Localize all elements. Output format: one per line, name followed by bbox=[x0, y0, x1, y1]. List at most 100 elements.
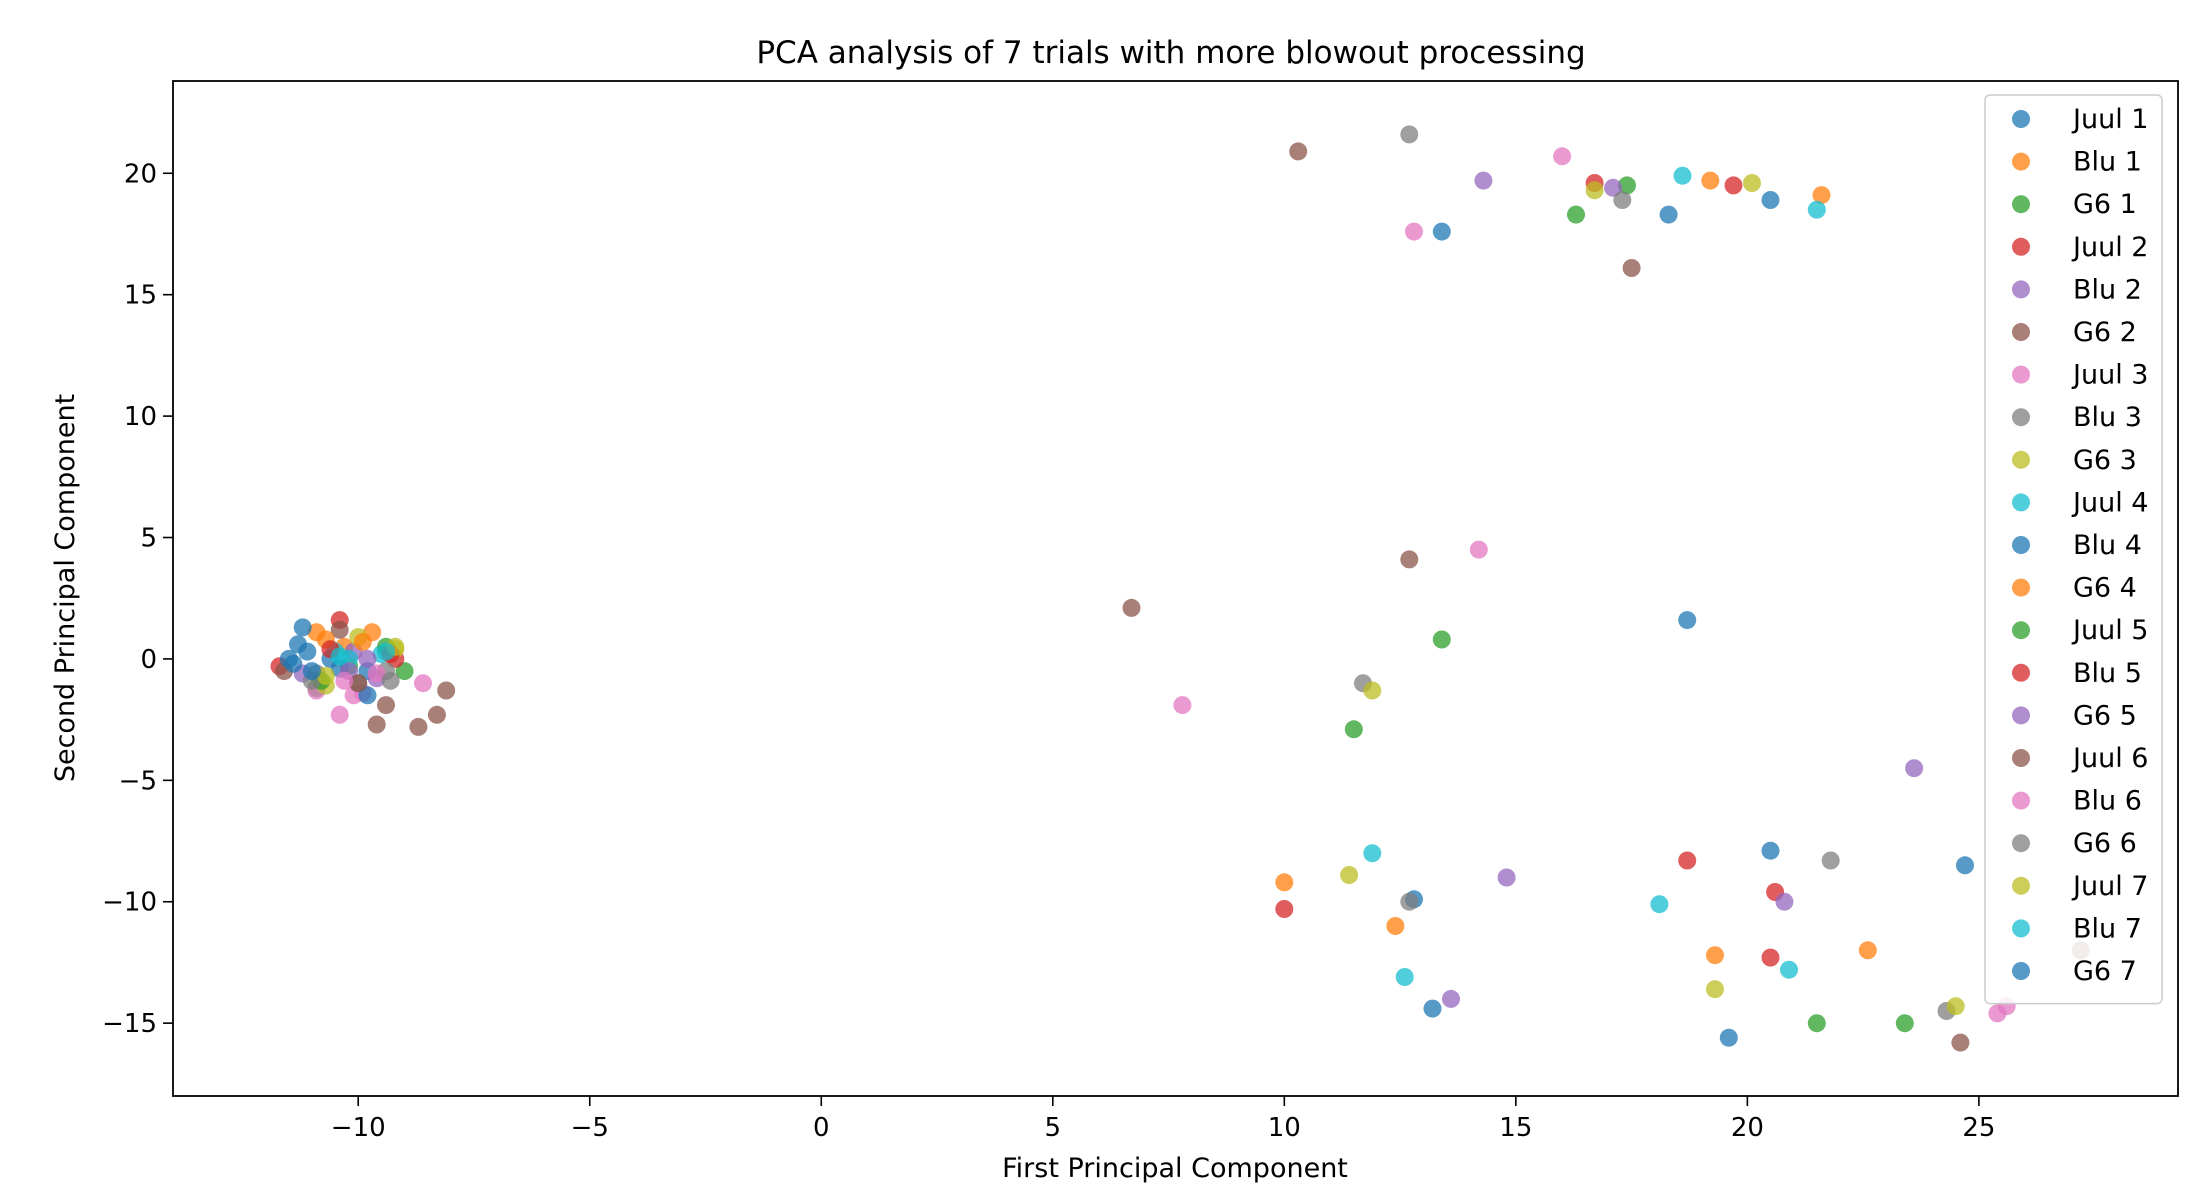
x-axis-label: First Principal Component bbox=[1002, 1153, 1348, 1184]
data-point bbox=[1340, 866, 1359, 884]
data-point bbox=[1761, 841, 1780, 860]
legend-label: Blu 7 bbox=[2073, 913, 2142, 944]
data-point bbox=[349, 674, 368, 693]
series-16 bbox=[335, 664, 386, 690]
data-point bbox=[1821, 851, 1840, 870]
legend-label: Blu 4 bbox=[2073, 530, 2142, 561]
data-point bbox=[1289, 142, 1308, 161]
legend-label: Blu 6 bbox=[2073, 786, 2142, 817]
data-point bbox=[437, 681, 456, 700]
legend-label: Juul 3 bbox=[2071, 360, 2148, 391]
series-19 bbox=[330, 642, 395, 666]
legend-marker bbox=[2012, 152, 2030, 171]
legend-label: Juul 1 bbox=[2071, 104, 2148, 135]
data-point bbox=[1807, 200, 1826, 219]
data-point bbox=[289, 635, 307, 654]
data-point bbox=[1400, 125, 1419, 144]
series-25 bbox=[1442, 171, 1924, 1008]
legend-label: G6 6 bbox=[2073, 828, 2137, 859]
series-24 bbox=[1275, 174, 1785, 967]
data-point bbox=[1905, 759, 1924, 778]
x-tick-label: 25 bbox=[1962, 1113, 1995, 1143]
data-points bbox=[270, 125, 2090, 1052]
data-point bbox=[316, 666, 335, 685]
data-point bbox=[1275, 900, 1294, 918]
x-tick-label: 20 bbox=[1731, 1113, 1764, 1143]
data-point bbox=[1659, 205, 1678, 224]
y-tick-label: 0 bbox=[140, 645, 157, 675]
data-point bbox=[1275, 873, 1294, 892]
data-point bbox=[1432, 630, 1451, 649]
series-31 bbox=[1432, 222, 1451, 241]
data-point bbox=[367, 664, 386, 683]
data-point bbox=[1673, 166, 1692, 185]
data-point bbox=[335, 671, 354, 690]
x-tick-label: 5 bbox=[1045, 1113, 1062, 1143]
data-point bbox=[330, 705, 349, 724]
data-point bbox=[395, 662, 414, 681]
data-point bbox=[302, 662, 321, 681]
data-point bbox=[381, 671, 400, 690]
y-axis-ticks: −15 −10 −5 0 5 10 15 20 bbox=[102, 159, 173, 1039]
data-point bbox=[1400, 892, 1419, 911]
legend-label: G6 3 bbox=[2073, 445, 2137, 476]
x-tick-label: 10 bbox=[1268, 1113, 1301, 1143]
data-point bbox=[1895, 1014, 1914, 1033]
series-22 bbox=[1275, 171, 1877, 965]
data-point bbox=[367, 715, 386, 734]
data-point bbox=[414, 674, 432, 693]
series-23 bbox=[1344, 176, 1914, 1033]
data-point bbox=[1432, 222, 1451, 241]
y-tick-label: 10 bbox=[124, 402, 157, 432]
plot-area-frame bbox=[172, 80, 2179, 1097]
data-point bbox=[1363, 844, 1382, 863]
legend-marker bbox=[2012, 536, 2030, 554]
legend-label: G6 2 bbox=[2073, 317, 2137, 348]
legend-marker bbox=[2012, 876, 2030, 895]
data-point bbox=[1585, 181, 1604, 200]
legend-marker bbox=[2012, 578, 2030, 597]
legend-marker bbox=[2012, 280, 2030, 299]
data-point bbox=[1743, 174, 1761, 192]
data-point bbox=[330, 647, 349, 666]
data-point bbox=[377, 696, 395, 715]
data-point bbox=[1405, 222, 1423, 241]
data-point bbox=[1956, 856, 1974, 875]
data-point bbox=[1812, 186, 1831, 205]
data-point bbox=[1442, 989, 1460, 1008]
legend-marker bbox=[2012, 663, 2030, 682]
legend-marker bbox=[2012, 834, 2030, 853]
legend-label: Juul 7 bbox=[2071, 871, 2148, 902]
data-point bbox=[1567, 205, 1585, 224]
data-point bbox=[1344, 720, 1363, 739]
legend-label: Juul 6 bbox=[2071, 743, 2148, 774]
data-point bbox=[358, 649, 377, 668]
legend-label: Blu 1 bbox=[2073, 147, 2142, 178]
legend-marker bbox=[2012, 621, 2030, 640]
data-point bbox=[1951, 1033, 1970, 1052]
data-point bbox=[284, 654, 303, 673]
data-point bbox=[1678, 611, 1697, 630]
data-point bbox=[1122, 598, 1141, 617]
data-point bbox=[1604, 178, 1623, 197]
y-tick-label: −15 bbox=[102, 1009, 157, 1039]
data-point bbox=[1400, 550, 1419, 569]
data-point bbox=[1363, 681, 1382, 700]
x-tick-label: 0 bbox=[813, 1113, 830, 1143]
legend-label: G6 1 bbox=[2073, 189, 2137, 220]
series-26 bbox=[1122, 142, 2090, 1052]
legend-label: Juul 2 bbox=[2071, 232, 2148, 263]
series-21 bbox=[1405, 191, 1974, 1047]
data-point bbox=[1423, 999, 1442, 1018]
data-point bbox=[1761, 948, 1780, 967]
data-point bbox=[1807, 1014, 1826, 1033]
legend-marker bbox=[2012, 408, 2030, 427]
data-point bbox=[1724, 176, 1743, 195]
legend-label: G6 7 bbox=[2073, 956, 2137, 987]
data-point bbox=[1386, 917, 1405, 935]
data-point bbox=[1650, 895, 1669, 914]
data-point bbox=[353, 632, 372, 651]
y-tick-label: 15 bbox=[124, 281, 157, 311]
data-point bbox=[377, 642, 395, 661]
